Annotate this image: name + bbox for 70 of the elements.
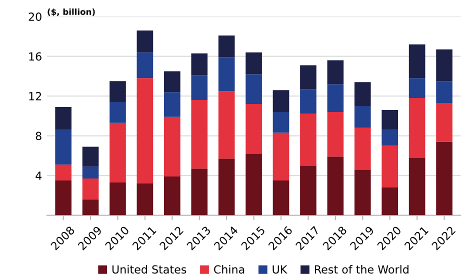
bar bbox=[436, 49, 452, 82]
y-tick-label: 16 bbox=[29, 52, 42, 61]
bar bbox=[164, 176, 180, 216]
bar bbox=[354, 170, 371, 216]
bar bbox=[300, 89, 316, 114]
bar bbox=[110, 122, 126, 182]
bar bbox=[354, 128, 371, 170]
bar bbox=[55, 164, 72, 181]
bar bbox=[300, 166, 316, 216]
bar bbox=[55, 180, 72, 216]
bar bbox=[82, 178, 99, 200]
bar bbox=[110, 102, 126, 123]
bar bbox=[272, 112, 290, 133]
bar bbox=[82, 146, 99, 167]
bar bbox=[246, 154, 262, 216]
bar bbox=[327, 156, 344, 216]
bar bbox=[246, 74, 262, 104]
bar bbox=[82, 199, 99, 216]
bar bbox=[218, 91, 235, 159]
bar bbox=[55, 106, 72, 130]
bar bbox=[191, 53, 208, 76]
bar bbox=[382, 146, 398, 188]
bar bbox=[436, 81, 452, 104]
bar bbox=[327, 112, 344, 157]
bar bbox=[191, 75, 208, 100]
bar bbox=[110, 81, 126, 102]
bar bbox=[218, 158, 235, 216]
bar bbox=[272, 90, 290, 112]
bar bbox=[300, 114, 316, 166]
bar bbox=[164, 92, 180, 117]
bar bbox=[382, 110, 398, 130]
bar bbox=[354, 82, 371, 106]
bar bbox=[136, 30, 154, 52]
bar bbox=[191, 100, 208, 169]
legend-label: Rest of the World bbox=[314, 265, 408, 274]
bar bbox=[136, 78, 154, 184]
bar bbox=[246, 52, 262, 74]
bar bbox=[300, 65, 316, 90]
bar bbox=[436, 142, 452, 216]
bar bbox=[246, 104, 262, 154]
bar bbox=[164, 71, 180, 92]
bar bbox=[354, 106, 371, 128]
bar bbox=[136, 52, 154, 78]
bar bbox=[408, 158, 426, 216]
y-tick-label: 4 bbox=[36, 172, 42, 180]
bar bbox=[218, 35, 235, 58]
bar bbox=[55, 130, 72, 165]
bar bbox=[382, 130, 398, 146]
y-tick-label: 8 bbox=[36, 132, 42, 140]
bar bbox=[272, 180, 290, 216]
bar bbox=[110, 182, 126, 216]
bar bbox=[218, 57, 235, 92]
bar bbox=[436, 103, 452, 142]
bar bbox=[136, 183, 154, 216]
y-axis-title: ($, billion) bbox=[48, 8, 95, 16]
bar bbox=[408, 98, 426, 158]
bar bbox=[164, 116, 180, 177]
bar bbox=[408, 44, 426, 78]
y-tick-label: 20 bbox=[28, 12, 42, 21]
bar bbox=[382, 187, 398, 216]
legend-label: UK bbox=[272, 265, 288, 274]
legend-label: United States bbox=[112, 265, 186, 274]
y-tick-label: 12 bbox=[29, 92, 42, 100]
bar bbox=[327, 60, 344, 84]
bar bbox=[327, 84, 344, 112]
bar bbox=[272, 132, 290, 181]
legend-label: China bbox=[214, 265, 244, 274]
bar bbox=[191, 168, 208, 216]
bar bbox=[82, 166, 99, 179]
bar bbox=[408, 78, 426, 98]
